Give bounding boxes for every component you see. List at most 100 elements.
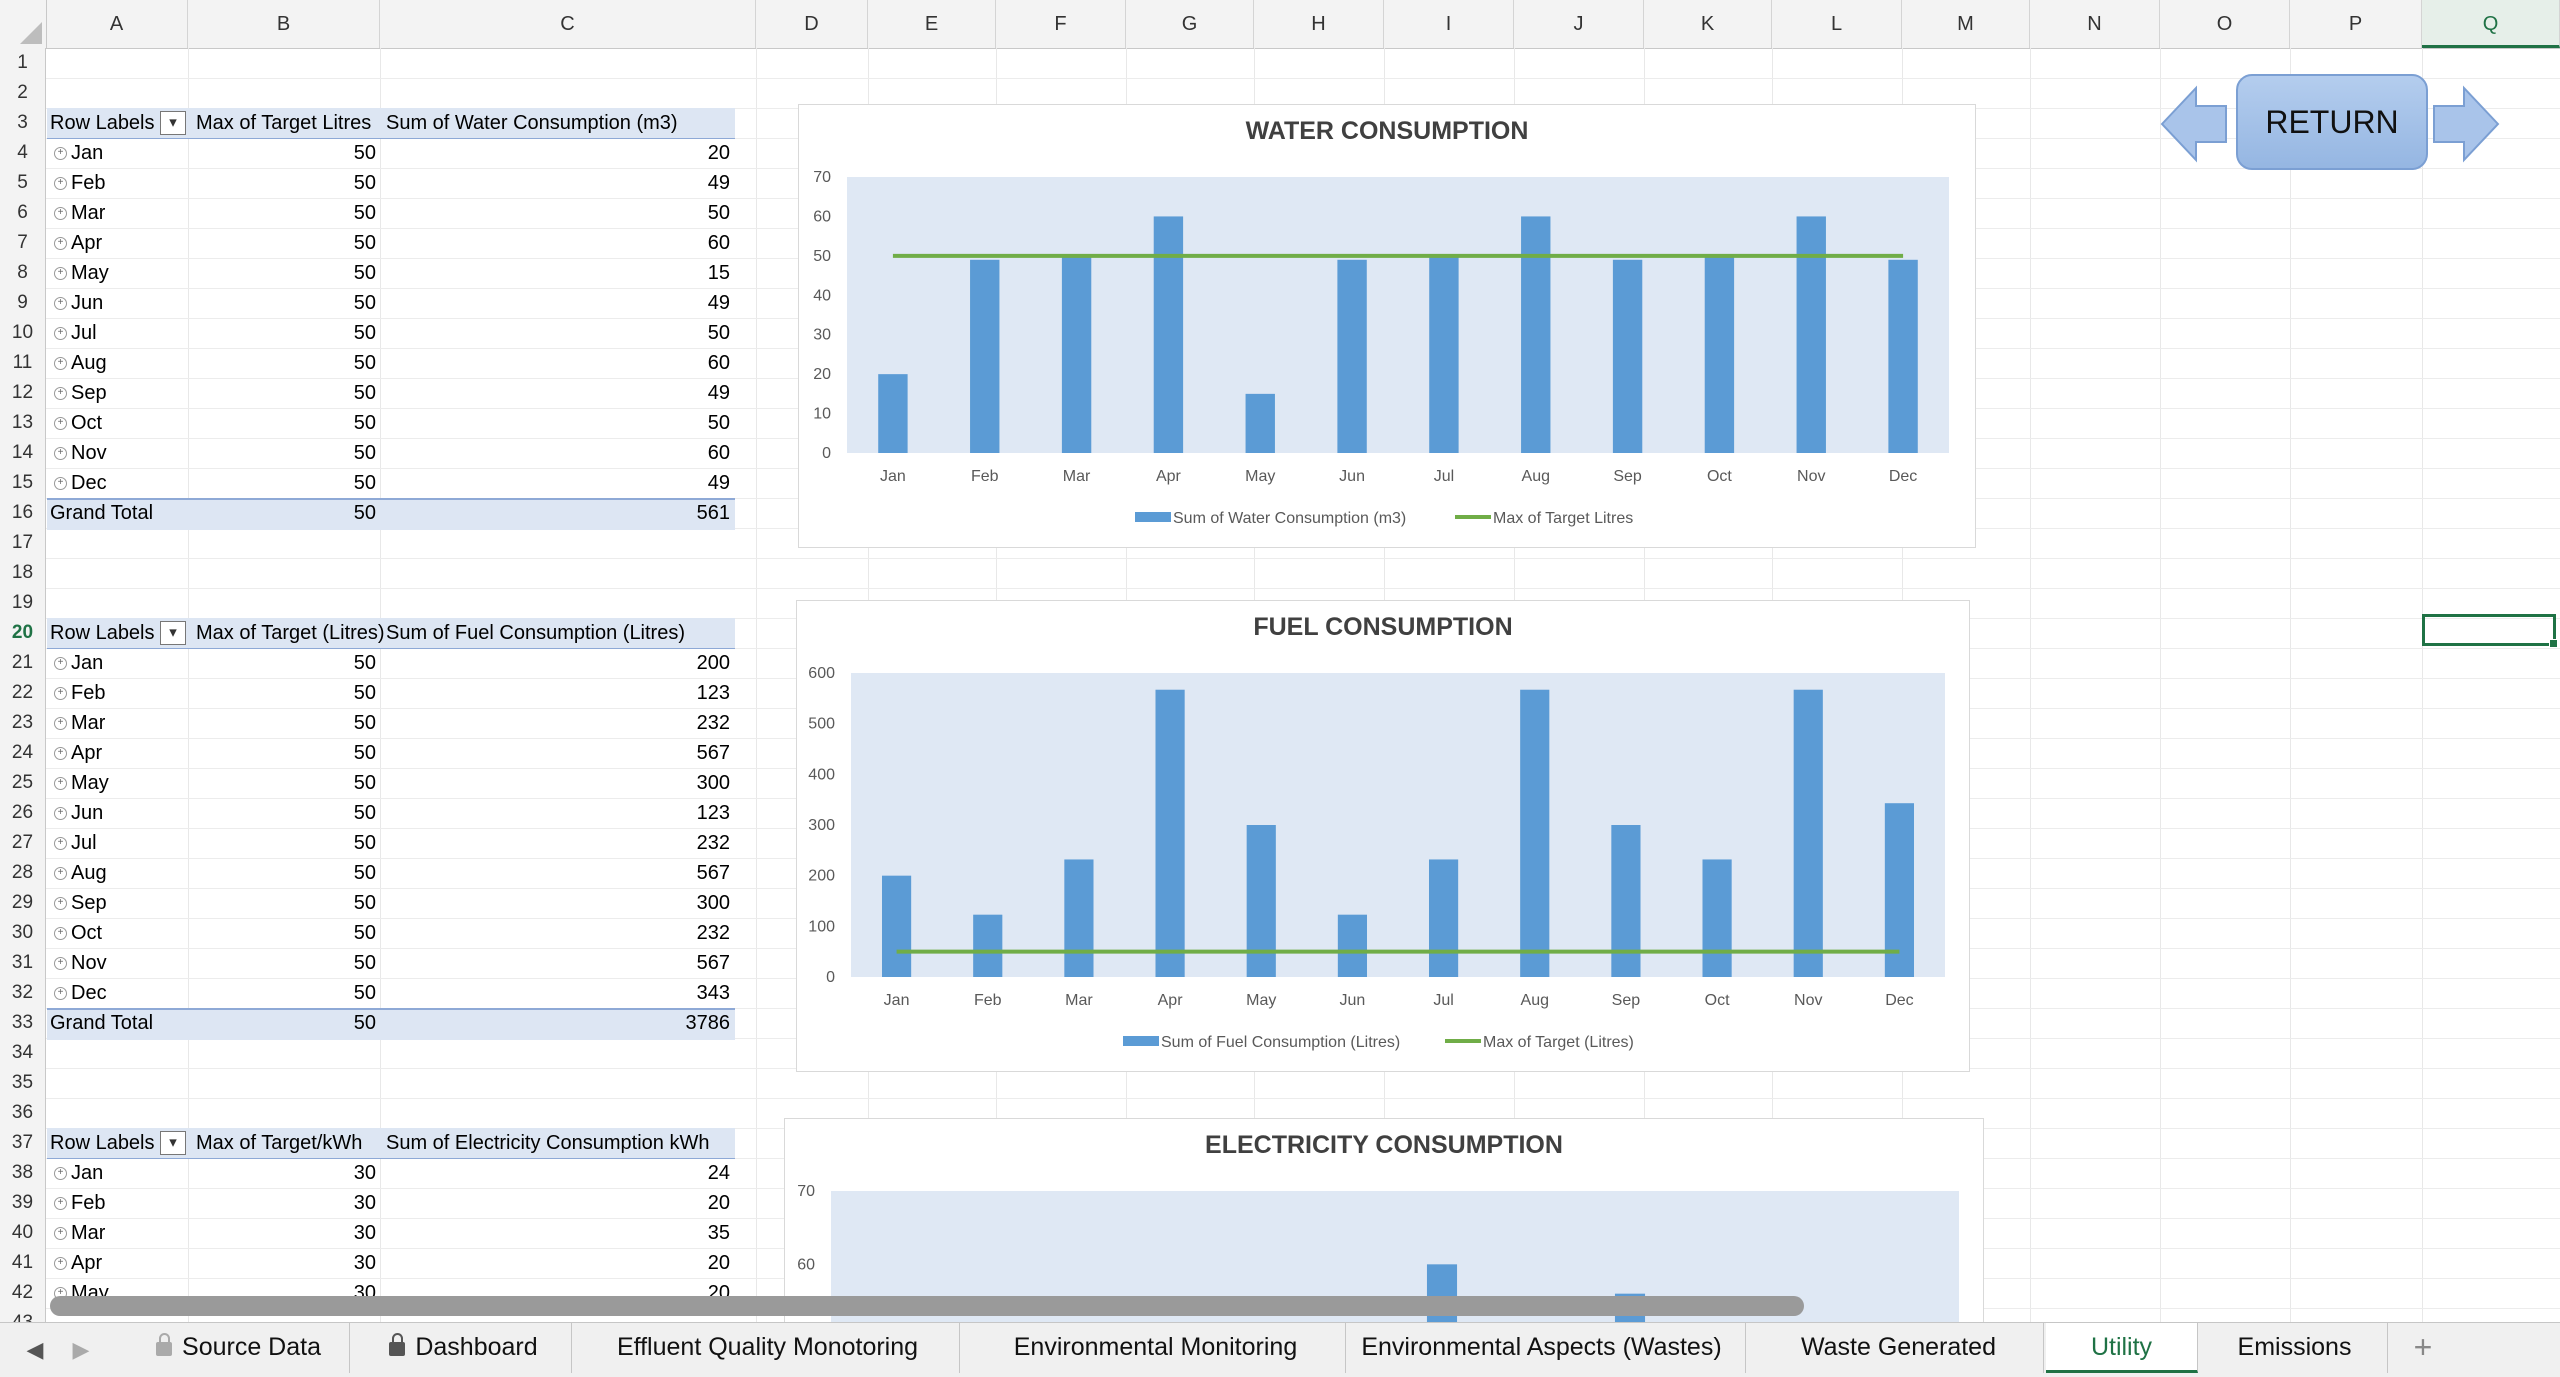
row-header-21[interactable]: 21: [0, 648, 46, 678]
pivot-water-row-label[interactable]: + Sep: [54, 378, 107, 408]
row-header-32[interactable]: 32: [0, 978, 46, 1008]
row-header-26[interactable]: 26: [0, 798, 46, 828]
row-header-18[interactable]: 18: [0, 558, 46, 588]
electricity-consumption-chart[interactable]: ELECTRICITY CONSUMPTION40506070: [784, 1118, 1984, 1322]
column-header-k[interactable]: K: [1644, 0, 1772, 48]
expand-plus-icon[interactable]: +: [54, 327, 67, 341]
expand-plus-icon[interactable]: +: [54, 417, 67, 431]
expand-plus-icon[interactable]: +: [54, 177, 67, 191]
expand-plus-icon[interactable]: +: [54, 1167, 67, 1181]
expand-plus-icon[interactable]: +: [54, 267, 67, 281]
sheet-tab-environmental-monitoring[interactable]: Environmental Monitoring: [966, 1323, 1346, 1373]
column-header-n[interactable]: N: [2030, 0, 2160, 48]
column-header-f[interactable]: F: [996, 0, 1126, 48]
pivot-electricity-row-label[interactable]: + Jan: [54, 1158, 103, 1188]
pivot-electricity-row-label[interactable]: + Mar: [54, 1218, 105, 1248]
expand-plus-icon[interactable]: +: [54, 687, 67, 701]
row-header-23[interactable]: 23: [0, 708, 46, 738]
pivot-water-row-label[interactable]: + Feb: [54, 168, 105, 198]
pivot-water-row-label[interactable]: + Jul: [54, 318, 97, 348]
column-header-h[interactable]: H: [1254, 0, 1384, 48]
expand-plus-icon[interactable]: +: [54, 957, 67, 971]
expand-plus-icon[interactable]: +: [54, 447, 67, 461]
row-header-3[interactable]: 3: [0, 108, 46, 138]
row-header-25[interactable]: 25: [0, 768, 46, 798]
expand-plus-icon[interactable]: +: [54, 807, 67, 821]
expand-plus-icon[interactable]: +: [54, 477, 67, 491]
sheet-next-icon[interactable]: ▶: [72, 1337, 90, 1362]
row-header-2[interactable]: 2: [0, 78, 46, 108]
row-header-28[interactable]: 28: [0, 858, 46, 888]
pivot-fuel-row-label[interactable]: + Sep: [54, 888, 107, 918]
select-all-corner[interactable]: [0, 0, 47, 48]
pivot-fuel-row-label[interactable]: + Dec: [54, 978, 107, 1008]
column-header-j[interactable]: J: [1514, 0, 1644, 48]
sheet-tab-environmental-aspects-wastes[interactable]: Environmental Aspects (Wastes): [1338, 1323, 1746, 1373]
filter-dropdown-icon[interactable]: ▾: [160, 621, 186, 645]
row-header-37[interactable]: 37: [0, 1128, 46, 1158]
row-header-4[interactable]: 4: [0, 138, 46, 168]
arrow-right-icon[interactable]: [2430, 84, 2500, 164]
pivot-fuel-row-label[interactable]: + Oct: [54, 918, 102, 948]
pivot-water-row-label[interactable]: + Jan: [54, 138, 103, 168]
pivot-fuel-row-label[interactable]: + Mar: [54, 708, 105, 738]
pivot-water-row-label[interactable]: + May: [54, 258, 109, 288]
row-header-5[interactable]: 5: [0, 168, 46, 198]
sheet-tab-emissions[interactable]: Emissions: [2202, 1323, 2388, 1373]
row-header-35[interactable]: 35: [0, 1068, 46, 1098]
pivot-fuel-row-label[interactable]: + Jul: [54, 828, 97, 858]
row-header-34[interactable]: 34: [0, 1038, 46, 1068]
return-button[interactable]: RETURN: [2236, 74, 2428, 170]
pivot-water-row-label[interactable]: + Mar: [54, 198, 105, 228]
pivot-fuel-row-label[interactable]: + Aug: [54, 858, 107, 888]
filter-dropdown-icon[interactable]: ▾: [160, 1131, 186, 1155]
expand-plus-icon[interactable]: +: [54, 207, 67, 221]
expand-plus-icon[interactable]: +: [54, 357, 67, 371]
column-header-d[interactable]: D: [756, 0, 868, 48]
row-header-42[interactable]: 42: [0, 1278, 46, 1308]
sheet-prev-icon[interactable]: ◀: [26, 1337, 44, 1362]
sheet-tab-waste-generated[interactable]: Waste Generated: [1754, 1323, 2044, 1373]
selected-cell[interactable]: [2422, 614, 2558, 648]
row-header-30[interactable]: 30: [0, 918, 46, 948]
row-header-20[interactable]: 20: [0, 618, 46, 648]
pivot-fuel-row-label[interactable]: + Apr: [54, 738, 102, 768]
pivot-water-row-label[interactable]: + Aug: [54, 348, 107, 378]
expand-plus-icon[interactable]: +: [54, 837, 67, 851]
pivot-fuel-row-label[interactable]: + Jan: [54, 648, 103, 678]
column-header-p[interactable]: P: [2290, 0, 2422, 48]
expand-plus-icon[interactable]: +: [54, 1227, 67, 1241]
column-header-e[interactable]: E: [868, 0, 996, 48]
row-header-6[interactable]: 6: [0, 198, 46, 228]
row-header-8[interactable]: 8: [0, 258, 46, 288]
expand-plus-icon[interactable]: +: [54, 387, 67, 401]
row-header-33[interactable]: 33: [0, 1008, 46, 1038]
pivot-water-row-label[interactable]: + Apr: [54, 228, 102, 258]
row-header-22[interactable]: 22: [0, 678, 46, 708]
row-header-10[interactable]: 10: [0, 318, 46, 348]
horizontal-scrollbar[interactable]: [50, 1296, 1804, 1316]
arrow-left-icon[interactable]: [2160, 84, 2230, 164]
row-header-13[interactable]: 13: [0, 408, 46, 438]
row-header-12[interactable]: 12: [0, 378, 46, 408]
expand-plus-icon[interactable]: +: [54, 717, 67, 731]
expand-plus-icon[interactable]: +: [54, 297, 67, 311]
row-header-15[interactable]: 15: [0, 468, 46, 498]
row-header-43[interactable]: 43: [0, 1308, 46, 1322]
row-header-29[interactable]: 29: [0, 888, 46, 918]
expand-plus-icon[interactable]: +: [54, 777, 67, 791]
pivot-fuel-row-label[interactable]: + Feb: [54, 678, 105, 708]
row-header-17[interactable]: 17: [0, 528, 46, 558]
sheet-tab-utility[interactable]: Utility: [2046, 1323, 2198, 1373]
expand-plus-icon[interactable]: +: [54, 237, 67, 251]
expand-plus-icon[interactable]: +: [54, 987, 67, 1001]
row-header-38[interactable]: 38: [0, 1158, 46, 1188]
row-header-19[interactable]: 19: [0, 588, 46, 618]
row-header-41[interactable]: 41: [0, 1248, 46, 1278]
column-header-o[interactable]: O: [2160, 0, 2290, 48]
row-header-7[interactable]: 7: [0, 228, 46, 258]
pivot-electricity-row-label[interactable]: + Apr: [54, 1248, 102, 1278]
expand-plus-icon[interactable]: +: [54, 927, 67, 941]
column-header-m[interactable]: M: [1902, 0, 2030, 48]
column-header-b[interactable]: B: [188, 0, 380, 48]
